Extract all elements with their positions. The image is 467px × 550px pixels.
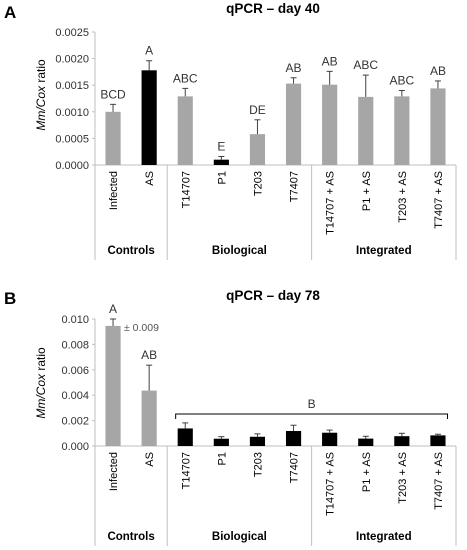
panel-b-ytick-label: 0.008 [61,339,89,351]
panel-a-chart: 0.0000 0.0005 0.0010 0.0015 0.0020 0.0025 BCD A… [55,27,457,260]
panel-b-xtick-label: T7407 [289,452,301,483]
panel-a-ytick-label: 0.0020 [55,54,89,66]
panel-a-sig-letter: BCD [100,87,126,101]
panel-a-bar [177,96,193,165]
panel-b-title: qPCR – day 78 [226,288,320,303]
panel-a-sig-letter: DE [249,103,266,117]
panel-a-sig-letter: E [217,139,225,153]
panel-a-sig-letter: AB [322,54,338,68]
panel-a-bar [249,134,266,165]
panel-b-bar [394,436,410,446]
panel-a-xtick-label: T7407 + AS [433,171,445,229]
panel-b-bar [213,438,229,446]
panel-a-group-label: Integrated [356,245,412,257]
panel-a-xtick-label: T203 + AS [397,171,409,223]
panel-b-ytick-label: 0.000 [61,441,89,453]
panel-b-xtick-label: T14707 [180,452,192,489]
panel-b-bar [285,430,302,446]
panel-a-group-label: Biological [212,245,267,257]
panel-a-ytick-label: 0.0010 [55,107,89,119]
panel-b-ylabel-rest: ratio [34,347,48,374]
panel-b-ytick-label: 0.002 [61,416,89,428]
panel-a-sig-letter: AB [286,61,302,75]
panel-b-group-label: Controls [107,531,154,543]
panel-a-xtick-label: Infected [108,171,120,210]
panel-b-bar [105,325,121,446]
panel-a-ytick-label: 0.0015 [55,80,89,92]
panel-b-xtick-label: AS [144,452,156,467]
panel-a-title: qPCR – day 40 [226,1,320,16]
panel-a-ylabel-rest: ratio [34,59,48,86]
panel-a-bar [394,96,410,165]
panel-b-ylabel: Mm/Cox ratio [34,347,48,419]
panel-b-bar [249,436,266,446]
panel-a-xtick-label: AS [144,171,156,186]
panel-a-ytick-label: 0.0000 [55,160,89,172]
panel-b-bar [430,435,446,446]
panel-b-group-label: Biological [212,531,267,543]
panel-a-letter: A [4,3,16,22]
panel-a-xtick-label: P1 [216,171,228,184]
panel-b-xtick-label: T203 [252,452,264,477]
panel-b-ytick-label: 0.004 [61,390,89,402]
panel-a-xtick-label: T14707 [180,171,192,208]
panel-b-xtick-label: P1 [216,452,228,465]
panel-a-group-label: Controls [107,245,154,257]
panel-b-sig-letter: AB [141,348,157,362]
panel-b-bar [177,428,193,446]
panel-b-ylabel-italic: Mm/Cox [34,373,48,419]
panel-b-xtick-label: T203 + AS [397,452,409,504]
panel-b-xtick-label: P1 + AS [361,452,373,492]
panel-a-ylabel-italic: Mm/Cox [34,85,48,131]
panel-a-sig-letter: A [145,44,153,58]
panel-a-ytick-label: 0.0005 [55,133,89,145]
panel-b-xtick-label: T14707 + AS [325,452,337,516]
panel-b-chart: 0.000 0.002 0.004 0.006 0.008 0.010 A AB Infecte… [61,302,457,546]
panel-a-bar [322,84,338,165]
panel-b-annotation: ± 0.009 [124,322,159,334]
panel-b-sig-letter: A [109,302,117,316]
panel-b-bar [322,432,338,446]
panel-a-bar [430,88,446,165]
panel-b-bar [358,438,374,446]
panel-b-ytick-label: 0.006 [61,365,89,377]
panel-b-bracket-letter: B [308,397,316,411]
panel-b-xtick-label: T7407 + AS [433,452,445,510]
panel-b-ytick-label: 0.010 [61,314,89,326]
panel-a-sig-letter: ABC [173,71,198,85]
panel-b-bar [141,390,157,446]
panel-b-xtick-label: Infected [108,452,120,491]
panel-a-bar [141,70,157,165]
panel-a-ylabel: Mm/Cox ratio [34,59,48,131]
panel-a-xtick-label: P1 + AS [361,171,373,211]
panel-a-bar [213,159,229,165]
panel-b-group-label: Integrated [356,531,412,543]
panel-a-bar [285,83,302,165]
panel-a-xtick-label: T203 [252,171,264,196]
panel-a-xtick-label: T7407 [289,171,301,202]
panel-a-sig-letter: ABC [390,74,415,88]
panel-b-bracket [175,413,449,419]
panel-a-sig-letter: ABC [353,58,378,72]
panel-a-bar [105,111,121,165]
panel-a-bar [358,96,374,165]
panel-a-sig-letter: AB [430,64,446,78]
panel-a-xtick-label: T14707 + AS [325,171,337,235]
panel-a-ytick-label: 0.0025 [55,27,89,39]
panel-b-letter: B [4,289,16,308]
